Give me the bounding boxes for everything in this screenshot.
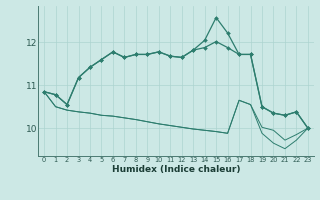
X-axis label: Humidex (Indice chaleur): Humidex (Indice chaleur) [112,165,240,174]
